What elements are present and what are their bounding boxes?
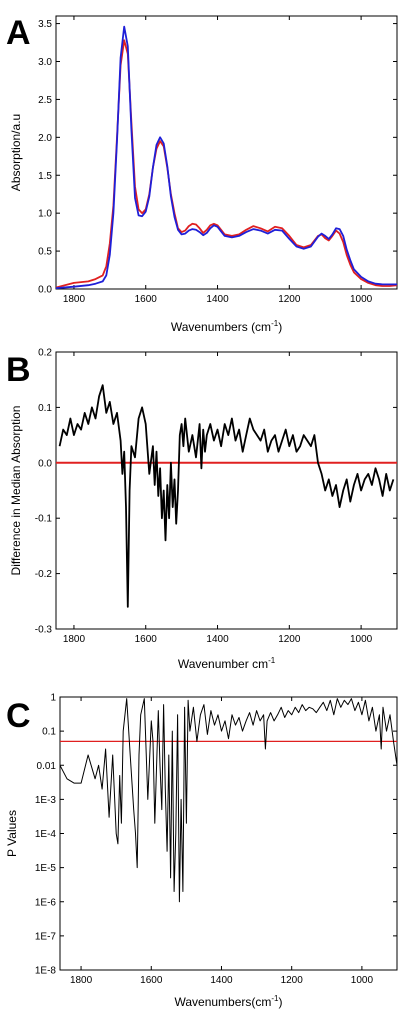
x-tick-label: 1000 xyxy=(351,975,374,986)
x-axis-label-text: Wavenumbers(cm xyxy=(174,995,271,1009)
x-tick-label: 1400 xyxy=(206,634,229,645)
y-tick-label: 1E-6 xyxy=(35,897,57,908)
y-tick-label: -0.1 xyxy=(35,514,53,525)
y-tick-label: 1.5 xyxy=(38,171,52,182)
chart-panel-a: 1800 1600 1400 1200 1000 0.0 0.5 1.0 1.5 2.0 2.5 3.… xyxy=(6,14,398,334)
x-tick-label: 1600 xyxy=(135,634,158,645)
series-line-2 xyxy=(56,25,397,289)
y-tick-label: 1E-5 xyxy=(35,863,57,874)
x-tick-label: 1800 xyxy=(63,294,86,305)
x-tick-label: 1000 xyxy=(350,634,373,645)
x-tick-label: 1600 xyxy=(135,294,158,305)
y-tick-label: 1E-7 xyxy=(35,931,57,942)
series-line-1 xyxy=(56,39,397,289)
y-axis-label: Absorption/a.u xyxy=(9,114,23,191)
y-tick-label: 0.1 xyxy=(38,403,52,414)
y-tick-label: 1.0 xyxy=(38,209,52,220)
x-axis-label-superscript: -1 xyxy=(268,656,276,665)
x-axis-label-superscript: -1 xyxy=(271,994,279,1003)
x-tick-label: 1800 xyxy=(63,634,86,645)
y-tick-label: 2.0 xyxy=(38,133,52,144)
panel-label: A xyxy=(6,14,31,52)
x-tick-label: 1400 xyxy=(206,294,229,305)
y-tick-label: -0.2 xyxy=(35,569,53,580)
y-tick-label: 0.01 xyxy=(37,761,57,772)
x-tick-label: 1000 xyxy=(350,294,373,305)
chart-panel-c: 1800 1600 1400 1200 1000 1 0.1 0.01 1E-3 1E-4 1E-5… xyxy=(5,693,398,1009)
x-axis-label-text: Wavenumbers (cm xyxy=(171,320,271,334)
panel-label: B xyxy=(6,351,31,389)
plot-frame xyxy=(55,351,398,630)
x-tick-label: 1600 xyxy=(140,975,163,986)
x-tick-label: 1200 xyxy=(278,634,301,645)
y-axis-label: P Values xyxy=(5,810,19,857)
x-tick-label: 1800 xyxy=(70,975,93,986)
x-axis-label-superscript: -1 xyxy=(271,319,279,328)
y-tick-label: 2.5 xyxy=(38,95,52,106)
y-tick-label: 0.5 xyxy=(38,247,52,258)
series-line-1 xyxy=(60,698,397,903)
y-tick-label: 1E-4 xyxy=(35,829,57,840)
x-axis-label: Wavenumber cm-1 xyxy=(178,656,276,671)
y-tick-label: 3.0 xyxy=(38,57,52,68)
y-tick-label: 1E-3 xyxy=(35,795,57,806)
y-tick-label: 1 xyxy=(50,693,56,704)
x-axis-label: Wavenumbers(cm-1) xyxy=(174,994,282,1009)
x-tick-label: 1400 xyxy=(210,975,233,986)
panel-label: C xyxy=(6,697,31,735)
x-tick-label: 1200 xyxy=(278,294,301,305)
y-axis-label: Difference in Median Absorption xyxy=(9,406,23,576)
x-axis-label: Wavenumbers (cm-1) xyxy=(171,319,282,334)
y-tick-label: 0.0 xyxy=(38,285,52,296)
y-tick-label: 0.0 xyxy=(38,458,52,469)
y-tick-label: 0.2 xyxy=(38,348,52,359)
x-axis-label-tail: ) xyxy=(278,320,282,334)
y-tick-label: 1E-8 xyxy=(35,966,57,977)
series-line-1 xyxy=(58,384,395,608)
plot-frame xyxy=(55,15,398,290)
chart-panel-b: 1800 1600 1400 1200 1000 -0.3 -0.2 -0.1 0.0 0.1 0.… xyxy=(6,348,398,671)
x-axis-label-text: Wavenumber cm xyxy=(178,657,268,671)
y-tick-label: 0.1 xyxy=(42,727,56,738)
x-tick-label: 1200 xyxy=(281,975,304,986)
y-tick-label: -0.3 xyxy=(35,625,53,636)
x-axis-label-tail: ) xyxy=(279,995,283,1009)
y-tick-label: 3.5 xyxy=(38,19,52,30)
